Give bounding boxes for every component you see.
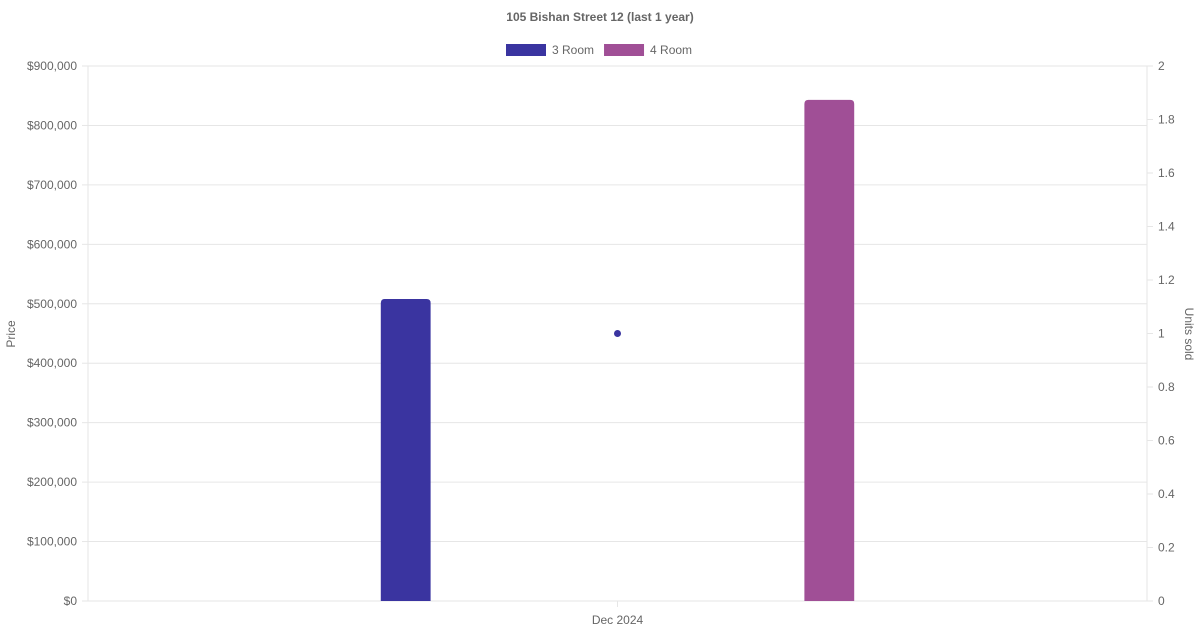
- y2-tick-label: 1.8: [1158, 113, 1175, 127]
- y-tick-label: $200,000: [27, 475, 77, 489]
- y-tick-label: $500,000: [27, 297, 77, 311]
- y2-axis-title: Units sold: [1182, 308, 1196, 361]
- legend-swatch: [604, 44, 645, 56]
- y-tick-label: $0: [64, 594, 78, 608]
- y-tick-label: $700,000: [27, 178, 77, 192]
- y2-tick-label: 0.4: [1158, 487, 1175, 501]
- y2-tick-label: 0.2: [1158, 541, 1175, 555]
- y2-tick-label: 1: [1158, 327, 1165, 341]
- legend-label: 3 Room: [552, 43, 594, 57]
- bar: [804, 99, 855, 601]
- legend-label: 4 Room: [650, 43, 692, 57]
- y-axis-ticks: $0 $100,000 $200,000 $300,000 $400,000 $500,0…: [27, 59, 77, 608]
- y2-axis-ticks: 0 0.2 0.4 0.6 0.8 1 1.2 1.4 1.6 1.8 2: [1158, 59, 1175, 608]
- x-tick-label: Dec 2024: [592, 613, 644, 627]
- y-tick-label: $300,000: [27, 416, 77, 430]
- y2-tick-label: 1.2: [1158, 273, 1175, 287]
- y-tick-label: $800,000: [27, 118, 77, 132]
- y-tick-label: $100,000: [27, 535, 77, 549]
- y-tick-label: $600,000: [27, 237, 77, 251]
- y2-tick-label: 0.6: [1158, 434, 1175, 448]
- gridlines: [82, 65, 1153, 607]
- y-tick-label: $900,000: [27, 59, 77, 73]
- y-axis-title: Price: [4, 320, 18, 348]
- y-tick-label: $400,000: [27, 356, 77, 370]
- bar: [380, 299, 431, 601]
- y2-tick-label: 0: [1158, 594, 1165, 608]
- bars: [380, 99, 855, 601]
- y2-tick-label: 0.8: [1158, 380, 1175, 394]
- chart-title: 105 Bishan Street 12 (last 1 year): [506, 10, 693, 24]
- y2-tick-label: 1.6: [1158, 166, 1175, 180]
- y2-tick-label: 2: [1158, 59, 1165, 73]
- legend: 3 Room 4 Room: [506, 43, 692, 57]
- y2-tick-label: 1.4: [1158, 220, 1175, 234]
- points: [614, 330, 621, 337]
- legend-swatch: [506, 44, 546, 56]
- data-point: [614, 330, 621, 337]
- x-axis-ticks: Dec 2024: [592, 613, 644, 627]
